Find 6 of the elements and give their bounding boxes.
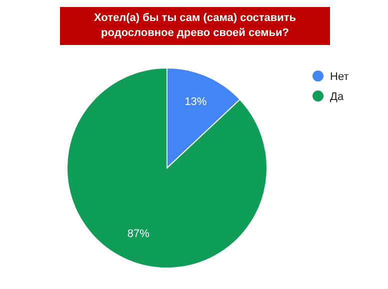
- data-label: 87%: [127, 228, 150, 240]
- legend-label: Нет: [330, 71, 349, 83]
- pie-slice: [66, 68, 268, 268]
- data-label: 13%: [184, 96, 207, 108]
- legend-label: Да: [330, 91, 344, 103]
- chart-title: Хотел(а) бы ты сам (сама) составить родословное древо своей семьи?: [94, 12, 296, 39]
